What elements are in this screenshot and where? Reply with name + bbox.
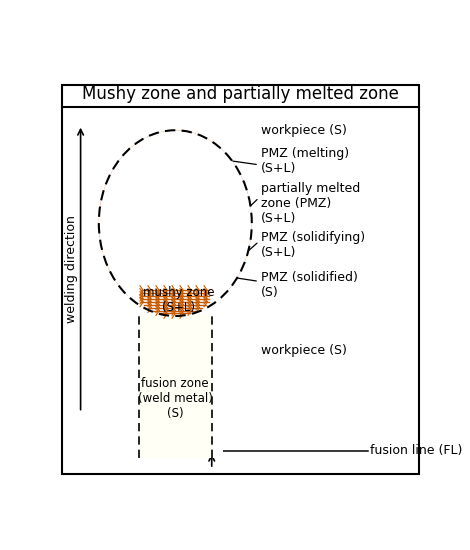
Circle shape	[162, 288, 170, 296]
Circle shape	[154, 151, 162, 159]
Circle shape	[190, 294, 198, 302]
Circle shape	[142, 284, 151, 293]
Circle shape	[240, 197, 249, 205]
Circle shape	[136, 277, 145, 285]
Circle shape	[221, 175, 229, 184]
Circle shape	[106, 230, 114, 239]
Circle shape	[229, 270, 237, 279]
Circle shape	[200, 156, 208, 164]
Circle shape	[229, 217, 237, 226]
Circle shape	[121, 280, 130, 289]
Circle shape	[119, 195, 127, 203]
FancyBboxPatch shape	[63, 85, 419, 475]
Circle shape	[180, 295, 188, 304]
Circle shape	[114, 213, 123, 222]
Circle shape	[126, 272, 134, 280]
Circle shape	[109, 254, 118, 262]
Text: weld pool
(L): weld pool (L)	[139, 202, 212, 230]
Text: workpiece (S): workpiece (S)	[261, 124, 347, 137]
Text: Mushy zone and partially melted zone: Mushy zone and partially melted zone	[82, 85, 400, 103]
Ellipse shape	[123, 157, 228, 289]
Bar	[128, 278, 223, 458]
Circle shape	[165, 305, 173, 313]
Circle shape	[130, 284, 138, 292]
Circle shape	[118, 266, 126, 274]
Circle shape	[173, 132, 181, 141]
Circle shape	[199, 146, 207, 155]
Bar	[139, 314, 212, 458]
Circle shape	[228, 202, 237, 211]
Text: welding direction: welding direction	[65, 214, 78, 323]
Circle shape	[233, 192, 241, 200]
Circle shape	[159, 134, 167, 142]
Circle shape	[124, 257, 132, 265]
Circle shape	[102, 222, 110, 230]
Circle shape	[200, 292, 208, 300]
Circle shape	[227, 228, 235, 236]
Circle shape	[149, 300, 157, 309]
Circle shape	[232, 240, 240, 249]
Circle shape	[118, 249, 127, 257]
Circle shape	[180, 305, 189, 313]
Circle shape	[169, 295, 177, 304]
Circle shape	[153, 291, 161, 299]
Ellipse shape	[99, 130, 252, 316]
Text: mushy zone
(S+L): mushy zone (S+L)	[143, 285, 215, 313]
Circle shape	[198, 282, 207, 290]
Text: PMZ (melting)
(S+L): PMZ (melting) (S+L)	[261, 147, 349, 175]
Text: fusion zone
(weld metal)
(S): fusion zone (weld metal) (S)	[138, 377, 213, 420]
Circle shape	[209, 159, 217, 167]
Circle shape	[180, 150, 189, 158]
Circle shape	[125, 156, 133, 164]
Circle shape	[241, 213, 249, 222]
Circle shape	[219, 283, 228, 291]
Circle shape	[206, 275, 214, 283]
Circle shape	[141, 294, 150, 302]
Circle shape	[113, 238, 122, 246]
Circle shape	[136, 153, 144, 162]
Circle shape	[130, 167, 138, 175]
Circle shape	[224, 188, 233, 197]
Circle shape	[167, 140, 175, 148]
Circle shape	[186, 140, 194, 148]
Circle shape	[231, 181, 239, 189]
Circle shape	[109, 178, 117, 186]
Circle shape	[118, 180, 127, 189]
Circle shape	[218, 158, 227, 167]
Circle shape	[163, 148, 172, 157]
Circle shape	[146, 156, 154, 164]
Circle shape	[239, 246, 248, 255]
Circle shape	[104, 241, 113, 250]
Circle shape	[109, 199, 117, 207]
Circle shape	[214, 168, 223, 177]
Circle shape	[111, 189, 119, 197]
Circle shape	[222, 254, 230, 263]
Circle shape	[147, 144, 155, 152]
Circle shape	[225, 165, 234, 173]
Circle shape	[115, 168, 123, 177]
Circle shape	[102, 206, 110, 214]
Text: workpiece (S): workpiece (S)	[261, 344, 347, 357]
Circle shape	[232, 260, 240, 268]
Circle shape	[209, 286, 217, 294]
Bar	[139, 217, 212, 458]
Circle shape	[239, 227, 247, 235]
Ellipse shape	[99, 130, 252, 316]
Text: PMZ (solidified)
(S): PMZ (solidified) (S)	[261, 271, 358, 299]
Text: PMZ (solidifying)
(S+L): PMZ (solidifying) (S+L)	[261, 231, 365, 259]
Circle shape	[115, 226, 124, 234]
Text: partially melted
zone (PMZ)
(S+L): partially melted zone (PMZ) (S+L)	[261, 182, 360, 224]
Text: fusion line (FL): fusion line (FL)	[370, 444, 462, 457]
Circle shape	[209, 147, 217, 155]
Circle shape	[219, 268, 227, 277]
